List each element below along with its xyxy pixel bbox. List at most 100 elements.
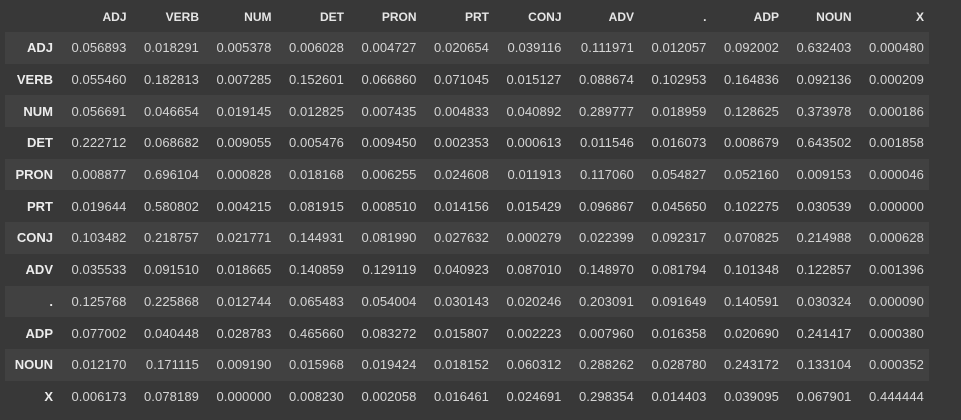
- table-cell: 0.144931: [276, 222, 349, 254]
- table-cell: 0.103482: [59, 222, 132, 254]
- table-cell: 0.632403: [784, 32, 857, 64]
- table-cell: 0.081794: [639, 253, 712, 286]
- table-cell: 0.000828: [204, 158, 277, 191]
- column-header: VERB: [131, 1, 204, 32]
- row-label: ADP: [5, 317, 59, 349]
- table-cell: 0.148970: [566, 253, 639, 286]
- table-cell: 0.580802: [131, 190, 204, 223]
- table-cell: 0.125768: [59, 285, 132, 318]
- table-cell: 0.067901: [784, 380, 857, 413]
- table-cell: 0.035533: [59, 253, 132, 286]
- row-label: DET: [5, 127, 59, 159]
- table-cell: 0.008230: [276, 380, 349, 413]
- table-cell: 0.092317: [639, 222, 712, 254]
- table-cell: 0.096867: [566, 190, 639, 223]
- row-label: PRON: [5, 158, 59, 191]
- table-cell: 0.171115: [131, 348, 204, 381]
- table-cell: 0.122857: [784, 253, 857, 286]
- table-cell: 0.030324: [784, 285, 857, 318]
- column-header: PRON: [349, 1, 422, 32]
- table-cell: 0.068682: [131, 127, 204, 159]
- table-cell: 0.140591: [711, 285, 784, 318]
- table-cell: 0.030143: [421, 285, 494, 318]
- table-cell: 0.092136: [784, 63, 857, 96]
- table-row: ADP 0.077002 0.040448 0.028783 0.465660 0.083…: [5, 317, 929, 349]
- column-header: NOUN: [784, 1, 857, 32]
- table-cell: 0.002353: [421, 127, 494, 159]
- table-cell: 0.081915: [276, 190, 349, 223]
- table-cell: 0.077002: [59, 317, 132, 349]
- table-cell: 0.052160: [711, 158, 784, 191]
- table-cell: 0.373978: [784, 95, 857, 128]
- table-cell: 0.078189: [131, 380, 204, 413]
- table-cell: 0.117060: [566, 158, 639, 191]
- table-cell: 0.018665: [204, 253, 277, 286]
- table-cell: 0.006028: [276, 32, 349, 64]
- table-cell: 0.696104: [131, 158, 204, 191]
- row-label: VERB: [5, 63, 59, 96]
- table-cell: 0.298354: [566, 380, 639, 413]
- table-cell: 0.045650: [639, 190, 712, 223]
- table-cell: 0.015127: [494, 63, 567, 96]
- table-cell: 0.222712: [59, 127, 132, 159]
- table-cell: 0.444444: [856, 380, 929, 413]
- table-cell: 0.065483: [276, 285, 349, 318]
- row-label: NOUN: [5, 348, 59, 381]
- table-cell: 0.066860: [349, 63, 422, 96]
- table-cell: 0.039116: [494, 32, 567, 64]
- table-cell: 0.014156: [421, 190, 494, 223]
- table-row: PRT 0.019644 0.580802 0.004215 0.081915 0.008…: [5, 190, 929, 223]
- table-cell: 0.018959: [639, 95, 712, 128]
- table-cell: 0.218757: [131, 222, 204, 254]
- table-cell: 0.054827: [639, 158, 712, 191]
- column-header: X: [856, 1, 929, 32]
- table-body: ADJ 0.056893 0.018291 0.005378 0.006028 0.004…: [5, 32, 929, 413]
- table-cell: 0.101348: [711, 253, 784, 286]
- table-cell: 0.056893: [59, 32, 132, 64]
- table-cell: 0.140859: [276, 253, 349, 286]
- table-cell: 0.083272: [349, 317, 422, 349]
- table-cell: 0.024608: [421, 158, 494, 191]
- table-cell: 0.006173: [59, 380, 132, 413]
- table-cell: 0.000279: [494, 222, 567, 254]
- table-cell: 0.022399: [566, 222, 639, 254]
- table-cell: 0.004833: [421, 95, 494, 128]
- table-cell: 0.056691: [59, 95, 132, 128]
- table-cell: 0.008679: [711, 127, 784, 159]
- table-cell: 0.020654: [421, 32, 494, 64]
- table-row: NOUN 0.012170 0.171115 0.009190 0.015968 0.01…: [5, 348, 929, 381]
- table-cell: 0.015429: [494, 190, 567, 223]
- table-cell: 0.012825: [276, 95, 349, 128]
- column-header: PRT: [421, 1, 494, 32]
- table-cell: 0.040892: [494, 95, 567, 128]
- row-label: X: [5, 380, 59, 413]
- column-header: NUM: [204, 1, 277, 32]
- table-cell: 0.030539: [784, 190, 857, 223]
- row-label: ADV: [5, 253, 59, 286]
- table-cell: 0.000352: [856, 348, 929, 381]
- table-cell: 0.012057: [639, 32, 712, 64]
- index-header-corner: [5, 1, 59, 32]
- table-cell: 0.016073: [639, 127, 712, 159]
- table-row: . 0.125768 0.225868 0.012744 0.065483 0.05400…: [5, 285, 929, 318]
- column-header: ADP: [711, 1, 784, 32]
- table-cell: 0.011913: [494, 158, 567, 191]
- table-cell: 0.643502: [784, 127, 857, 159]
- table-cell: 0.071045: [421, 63, 494, 96]
- table-cell: 0.088674: [566, 63, 639, 96]
- table-cell: 0.225868: [131, 285, 204, 318]
- table-cell: 0.001396: [856, 253, 929, 286]
- table-cell: 0.000046: [856, 158, 929, 191]
- table-cell: 0.288262: [566, 348, 639, 381]
- table-cell: 0.009055: [204, 127, 277, 159]
- table-cell: 0.000380: [856, 317, 929, 349]
- column-header: .: [639, 1, 712, 32]
- column-header: ADV: [566, 1, 639, 32]
- table-cell: 0.004727: [349, 32, 422, 64]
- table-cell: 0.016358: [639, 317, 712, 349]
- table-cell: 0.243172: [711, 348, 784, 381]
- table-cell: 0.006255: [349, 158, 422, 191]
- table-cell: 0.133104: [784, 348, 857, 381]
- table-row: ADJ 0.056893 0.018291 0.005378 0.006028 0.004…: [5, 32, 929, 64]
- table-cell: 0.018168: [276, 158, 349, 191]
